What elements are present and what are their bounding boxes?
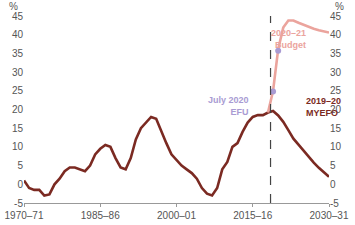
svg-text:0: 0	[17, 179, 23, 190]
svg-text:-5: -5	[14, 198, 23, 209]
svg-text:15: 15	[12, 123, 24, 134]
svg-text:45: 45	[12, 11, 24, 22]
svg-text:1970–71: 1970–71	[5, 210, 44, 221]
svg-text:45: 45	[330, 11, 342, 22]
svg-text:40: 40	[330, 29, 342, 40]
svg-text:25: 25	[12, 85, 24, 96]
svg-text:July 2020EFU: July 2020EFU	[208, 95, 249, 117]
svg-text:15: 15	[330, 123, 342, 134]
svg-text:1985–86: 1985–86	[81, 210, 120, 221]
svg-text:20: 20	[12, 104, 24, 115]
svg-text:20: 20	[330, 104, 342, 115]
svg-text:2030–31: 2030–31	[310, 210, 349, 221]
svg-text:%: %	[9, 1, 18, 12]
svg-text:5: 5	[17, 160, 23, 171]
svg-text:5: 5	[330, 160, 336, 171]
svg-text:35: 35	[330, 48, 342, 59]
svg-text:-5: -5	[330, 198, 339, 209]
svg-text:35: 35	[12, 48, 24, 59]
svg-text:2020–21Budget: 2020–21Budget	[271, 28, 306, 50]
svg-text:%: %	[335, 1, 344, 12]
svg-text:30: 30	[330, 67, 342, 78]
svg-text:40: 40	[12, 29, 24, 40]
svg-text:2019–20MYEFO: 2019–20MYEFO	[306, 96, 341, 118]
svg-text:10: 10	[12, 141, 24, 152]
svg-text:0: 0	[330, 179, 336, 190]
svg-text:2015–16: 2015–16	[233, 210, 272, 221]
svg-text:25: 25	[330, 85, 342, 96]
svg-text:2000–01: 2000–01	[157, 210, 196, 221]
svg-text:10: 10	[330, 141, 342, 152]
svg-text:30: 30	[12, 67, 24, 78]
